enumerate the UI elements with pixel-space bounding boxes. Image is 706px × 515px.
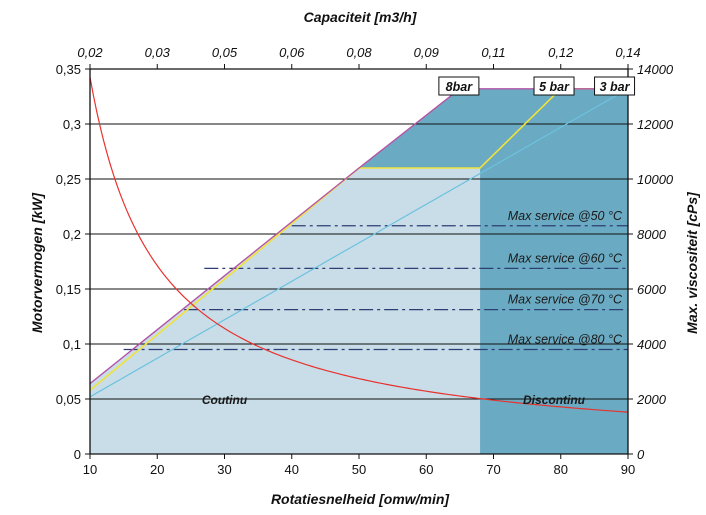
x-tick-label-2: 30: [217, 462, 231, 477]
x-axis-title: Rotatiesnelheid [omw/min]: [271, 491, 450, 507]
pressure-box-1: [533, 76, 575, 96]
y-right-tick-label-7: 14000: [637, 62, 674, 77]
y-left-axis-title: Motorvermogen [kW]: [29, 192, 45, 333]
y-right-tick-label-3: 6000: [637, 282, 667, 297]
y-left-tick-label-6: 0,3: [63, 117, 81, 132]
x-tick-label-0: 10: [83, 462, 97, 477]
pressure-label-1: 5 bar: [539, 80, 570, 94]
top-axis-title: Capaciteit [m3/h]: [304, 9, 418, 25]
top-tick-label-1: 0,03: [145, 45, 171, 60]
x-tick-label-5: 60: [419, 462, 433, 477]
reference-label-0: Max service @50 °C: [508, 209, 623, 223]
y-left-tick-label-1: 0,05: [56, 392, 81, 407]
series-viscosity-curve: [89, 77, 629, 413]
x-tick-label-6: 70: [486, 462, 500, 477]
pressure-box-2: [594, 76, 636, 96]
y-left-tick-label-2: 0,1: [63, 337, 81, 352]
x-tick-label-8: 90: [621, 462, 635, 477]
y-left-tick-label-0: 0: [74, 447, 81, 462]
pressure-label-0: 8bar: [446, 80, 474, 94]
series-3bar-line: [89, 88, 629, 398]
x-tick-label-7: 80: [554, 462, 568, 477]
region-label-coutinu: Coutinu: [202, 393, 248, 407]
top-tick-label-8: 0,14: [615, 45, 640, 60]
y-left-tick-label-7: 0,35: [56, 62, 81, 77]
y-right-axis-title: Max. viscositeit [cPs]: [684, 191, 700, 334]
x-tick-label-4: 50: [352, 462, 366, 477]
reference-label-3: Max service @80 °C: [508, 333, 623, 347]
top-tick-label-2: 0,05: [212, 45, 238, 60]
y-right-tick-label-4: 8000: [637, 227, 667, 242]
y-right-tick-label-6: 12000: [637, 117, 674, 132]
top-tick-label-3: 0,06: [279, 45, 305, 60]
top-tick-label-4: 0,08: [346, 45, 372, 60]
top-tick-label-5: 0,09: [414, 45, 439, 60]
top-tick-label-7: 0,12: [548, 45, 574, 60]
y-right-tick-label-2: 4000: [637, 337, 667, 352]
reference-label-2: Max service @70 °C: [508, 293, 623, 307]
y-left-tick-label-3: 0,15: [56, 282, 81, 297]
pressure-label-2: 3 bar: [600, 80, 631, 94]
x-tick-label-1: 20: [150, 462, 164, 477]
region-label-discontinu: Discontinu: [523, 393, 586, 407]
top-tick-label-0: 0,02: [77, 45, 103, 60]
region-upper-band: [359, 88, 628, 168]
x-tick-label-3: 40: [285, 462, 299, 477]
y-right-tick-label-0: 0: [637, 447, 645, 462]
reference-label-1: Max service @60 °C: [508, 251, 623, 265]
y-left-tick-label-5: 0,25: [56, 172, 81, 187]
y-left-tick-label-4: 0,2: [63, 227, 81, 242]
pressure-box-0: [438, 76, 480, 96]
y-right-tick-label-5: 10000: [637, 172, 674, 187]
top-tick-label-6: 0,11: [481, 45, 505, 60]
region-coutinu: [90, 168, 481, 454]
y-right-tick-label-1: 2000: [636, 392, 667, 407]
